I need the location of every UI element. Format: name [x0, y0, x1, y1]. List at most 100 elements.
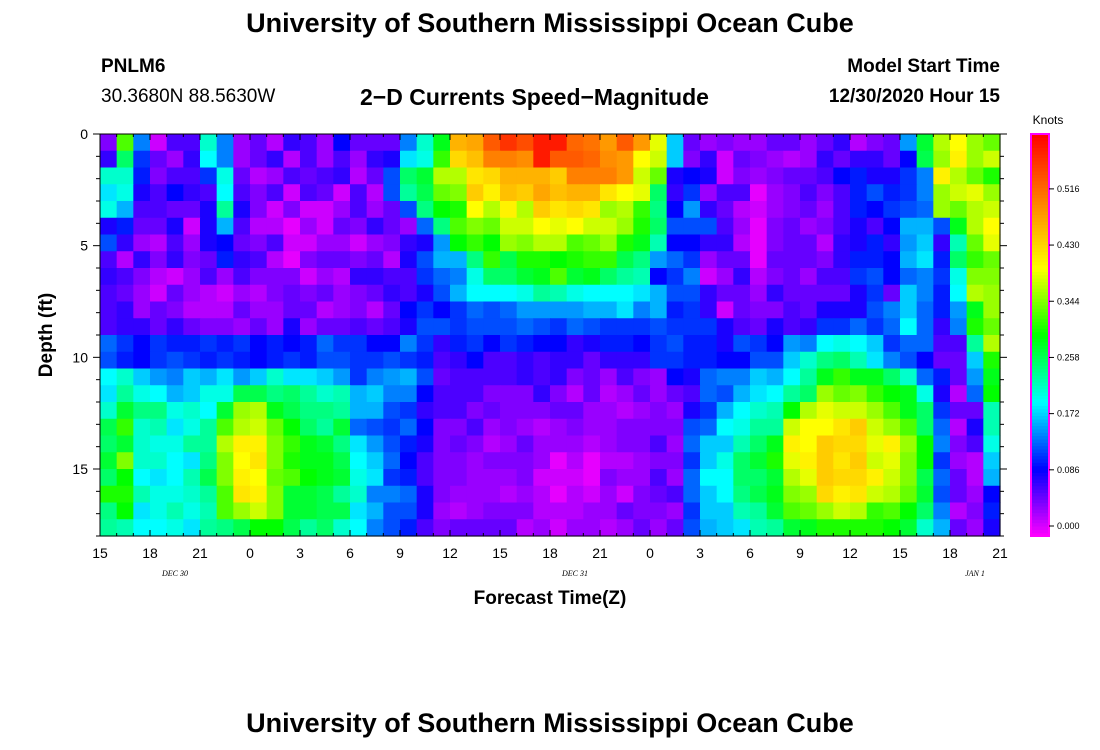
- heatmap-cell: [633, 368, 651, 386]
- heatmap-cell: [516, 402, 534, 420]
- heatmap-cell: [700, 301, 718, 319]
- heatmap-cell: [566, 351, 584, 370]
- heatmap-cell: [533, 251, 551, 269]
- heatmap-cell: [366, 184, 384, 202]
- heatmap-cell: [950, 485, 968, 504]
- heatmap-cell: [450, 351, 468, 370]
- heatmap-cell: [483, 485, 501, 504]
- heatmap-cell: [783, 435, 801, 453]
- x-tick-label: 18: [142, 545, 158, 561]
- heatmap-cell: [766, 234, 784, 252]
- heatmap-cell: [933, 201, 951, 219]
- heatmap-cell: [900, 469, 918, 487]
- heatmap-cell: [350, 452, 368, 470]
- heatmap-cell: [200, 167, 218, 185]
- heatmap-cell: [333, 368, 351, 386]
- heatmap-cell: [800, 335, 818, 353]
- colorbar-segment: [1031, 217, 1049, 222]
- heatmap-cell: [816, 184, 834, 202]
- heatmap-cell: [583, 234, 601, 252]
- heatmap-cell: [516, 201, 534, 219]
- colorbar-segment: [1031, 134, 1049, 138]
- heatmap-cell: [650, 502, 668, 520]
- heatmap-cell: [516, 452, 534, 470]
- heatmap-cell: [100, 485, 118, 504]
- heatmap-cell: [816, 368, 834, 386]
- heatmap-cell: [333, 134, 351, 152]
- heatmap-cell: [166, 485, 184, 504]
- heatmap-cell: [233, 452, 251, 470]
- heatmap-cell: [600, 301, 618, 319]
- heatmap-cell: [416, 469, 434, 487]
- heatmap-cell: [266, 284, 284, 303]
- heatmap-cell: [466, 519, 484, 537]
- heatmap-cell: [983, 368, 1001, 386]
- heatmap-cell: [666, 385, 684, 403]
- heatmap-cell: [266, 335, 284, 353]
- heatmap-cell: [833, 134, 851, 152]
- heatmap-cell: [716, 418, 734, 437]
- heatmap-cell: [833, 502, 851, 520]
- heatmap-cell: [850, 502, 868, 520]
- heatmap-cell: [833, 469, 851, 487]
- heatmap-cell: [550, 435, 568, 453]
- heatmap-cell: [100, 268, 118, 286]
- heatmap-cell: [666, 502, 684, 520]
- heatmap-cell: [816, 351, 834, 370]
- heatmap-cell: [816, 167, 834, 185]
- heatmap-cell: [566, 318, 584, 336]
- heatmap-cell: [716, 234, 734, 252]
- heatmap-cell: [916, 351, 934, 370]
- heatmap-cell: [683, 268, 701, 286]
- heatmap-cell: [116, 418, 134, 437]
- heatmap-cell: [800, 184, 818, 202]
- heatmap-cell: [316, 519, 334, 537]
- heatmap-cell: [966, 402, 984, 420]
- colorbar-segment: [1031, 247, 1049, 252]
- heatmap-cell: [933, 485, 951, 504]
- heatmap-cell: [650, 184, 668, 202]
- heatmap-cell: [700, 351, 718, 370]
- heatmap-cell: [666, 134, 684, 152]
- heatmap-cell: [850, 418, 868, 437]
- heatmap-cell: [300, 485, 318, 504]
- heatmap-cell: [733, 519, 751, 537]
- heatmap-cell: [433, 502, 451, 520]
- heatmap-cell: [600, 519, 618, 537]
- heatmap-cells: [100, 134, 1001, 537]
- heatmap-cell: [500, 351, 518, 370]
- heatmap-cell: [583, 485, 601, 504]
- heatmap-cell: [150, 201, 168, 219]
- heatmap-cell: [316, 301, 334, 319]
- heatmap-cell: [483, 134, 501, 152]
- heatmap-cell: [300, 418, 318, 437]
- heatmap-cell: [683, 284, 701, 303]
- colorbar-segment: [1031, 452, 1049, 457]
- heatmap-cell: [200, 368, 218, 386]
- heatmap-cell: [216, 184, 234, 202]
- heatmap-cell: [316, 351, 334, 370]
- colorbar-segment: [1031, 268, 1049, 272]
- heatmap-cell: [950, 167, 968, 185]
- x-tick-label: 18: [542, 545, 558, 561]
- heatmap-cell: [900, 385, 918, 403]
- heatmap-cell: [866, 385, 884, 403]
- heatmap-cell: [100, 150, 118, 169]
- heatmap-cell: [250, 502, 268, 520]
- heatmap-cell: [416, 452, 434, 470]
- heatmap-cell: [983, 150, 1001, 169]
- heatmap-cell: [300, 351, 318, 370]
- heatmap-cell: [950, 368, 968, 386]
- heatmap-cell: [833, 234, 851, 252]
- colorbar-segment: [1031, 251, 1049, 256]
- colorbar-segment: [1031, 499, 1049, 504]
- heatmap-cell: [100, 217, 118, 236]
- heatmap-cell: [333, 201, 351, 219]
- heatmap-cell: [700, 435, 718, 453]
- heatmap-cell: [283, 402, 301, 420]
- heatmap-cell: [450, 284, 468, 303]
- heatmap-cell: [900, 234, 918, 252]
- heatmap-cell: [616, 485, 634, 504]
- heatmap-cell: [650, 435, 668, 453]
- y-tick-label: 5: [80, 238, 88, 254]
